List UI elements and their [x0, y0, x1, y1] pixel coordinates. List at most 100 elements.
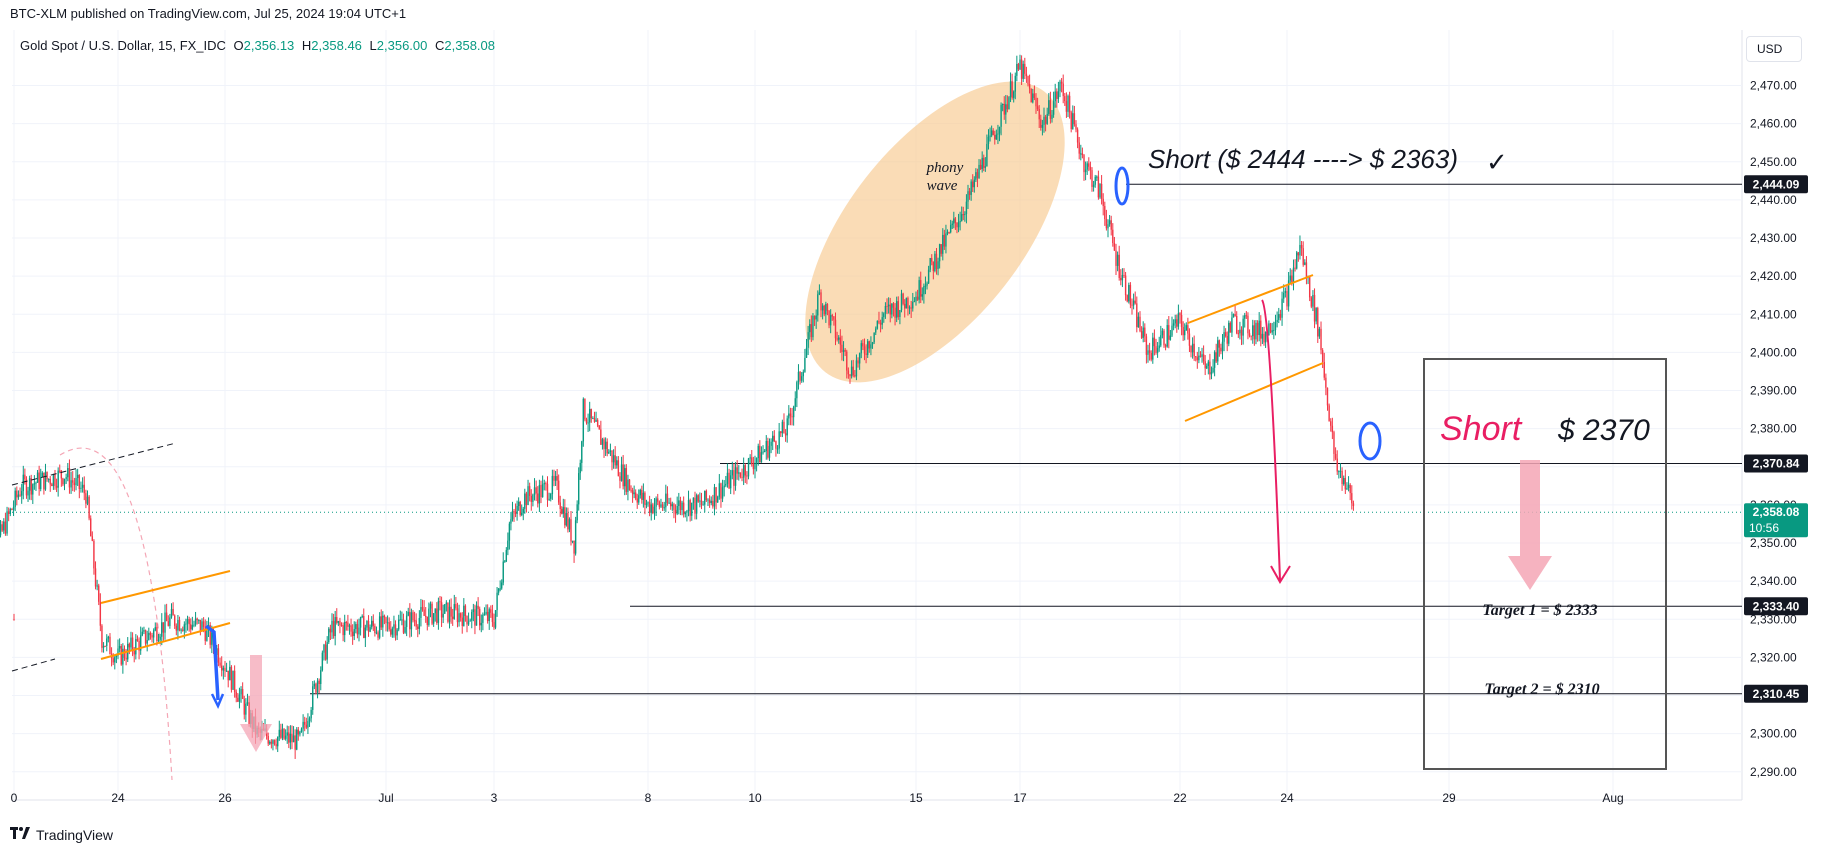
candle-body — [471, 612, 473, 621]
candle-body — [25, 479, 28, 496]
candle — [1017, 62, 1020, 72]
candle-body — [702, 504, 704, 506]
candle — [118, 638, 121, 653]
candle — [1094, 174, 1096, 188]
candle — [1325, 373, 1327, 396]
candle — [968, 187, 971, 200]
candle-body — [581, 441, 583, 463]
candle — [800, 372, 803, 383]
candle — [318, 678, 320, 693]
candle — [1210, 366, 1213, 380]
candle — [94, 561, 97, 590]
currency-button[interactable]: USD — [1746, 36, 1802, 62]
candle — [25, 476, 28, 499]
candle-body — [967, 191, 969, 202]
candle-body — [768, 445, 771, 458]
candle-body — [878, 320, 880, 323]
candle — [981, 151, 983, 173]
candle-body — [603, 439, 605, 450]
candle — [209, 622, 211, 649]
candle-body — [78, 474, 81, 489]
candle — [328, 627, 330, 644]
candle-body — [199, 619, 202, 632]
candle — [611, 450, 613, 471]
candle — [469, 618, 471, 622]
candle — [450, 598, 452, 624]
candle-body — [65, 477, 67, 479]
candle — [1014, 72, 1016, 100]
phony-wave-label: phony — [926, 160, 964, 176]
candle — [281, 723, 284, 741]
candle — [945, 224, 947, 254]
candle-body — [1202, 354, 1205, 362]
candle — [98, 583, 100, 606]
candle — [601, 437, 604, 450]
candle — [246, 693, 249, 706]
candle — [393, 615, 395, 638]
candle — [72, 471, 74, 492]
candle — [931, 254, 933, 266]
candle-body — [767, 440, 769, 458]
candle-body — [11, 509, 13, 511]
candle — [799, 370, 801, 385]
candle — [1120, 269, 1122, 286]
candle — [78, 474, 81, 499]
candle-body — [833, 316, 835, 320]
symbol-legend[interactable]: Gold Spot / U.S. Dollar, 15, FX_IDC O2,3… — [20, 38, 495, 53]
candle-body — [841, 344, 843, 353]
candle — [477, 597, 479, 617]
candle-body — [363, 616, 365, 638]
candle-body — [480, 622, 482, 626]
channel-line-upper-left — [100, 570, 231, 604]
target-2-label: Target 2 = $ 2310 — [1484, 681, 1599, 698]
candle-body — [788, 413, 790, 419]
candle-body — [1228, 322, 1230, 344]
candle-body — [1132, 300, 1135, 306]
candle — [62, 477, 64, 487]
candle-body — [789, 413, 792, 417]
candle-body — [815, 315, 817, 320]
candle — [493, 613, 495, 630]
candle-body — [68, 468, 71, 488]
candle-body — [85, 493, 87, 504]
candle-body — [1237, 333, 1240, 335]
candle-body — [482, 614, 484, 623]
candle-body — [694, 497, 696, 514]
candle-body — [576, 504, 578, 521]
candle-body — [957, 222, 960, 228]
y-tick-label: 2,400.00 — [1750, 345, 1797, 359]
candle-body — [700, 500, 703, 506]
candle-body — [14, 490, 16, 507]
candle-body — [323, 644, 325, 653]
candle-body — [831, 315, 833, 317]
candle-body — [641, 489, 643, 500]
candle-body — [1000, 104, 1002, 127]
candle-body — [559, 502, 561, 510]
candle-body — [876, 320, 879, 329]
candle — [867, 338, 869, 358]
candle-body — [1035, 97, 1037, 107]
candle — [1112, 223, 1114, 247]
candle — [204, 619, 206, 645]
candle-body — [345, 622, 347, 624]
candle — [101, 624, 103, 653]
candle — [1269, 322, 1272, 334]
candle-body — [812, 315, 814, 338]
candle — [1202, 345, 1205, 365]
candle — [507, 532, 509, 556]
candle — [686, 509, 688, 522]
candle — [622, 455, 624, 490]
candle-body — [624, 468, 626, 487]
symbol-name[interactable]: Gold Spot / U.S. Dollar, 15, FX_IDC — [20, 38, 226, 53]
candle-body — [691, 502, 693, 516]
footer-brand[interactable]: TradingView — [10, 826, 113, 843]
candle-body — [564, 507, 566, 526]
y-tick-label: 2,320.00 — [1750, 650, 1797, 664]
candle-body — [997, 133, 999, 135]
candle-body — [1283, 292, 1285, 299]
candle — [775, 440, 777, 457]
candle-body — [182, 629, 184, 631]
candle — [241, 682, 244, 700]
candle-body — [292, 735, 295, 743]
